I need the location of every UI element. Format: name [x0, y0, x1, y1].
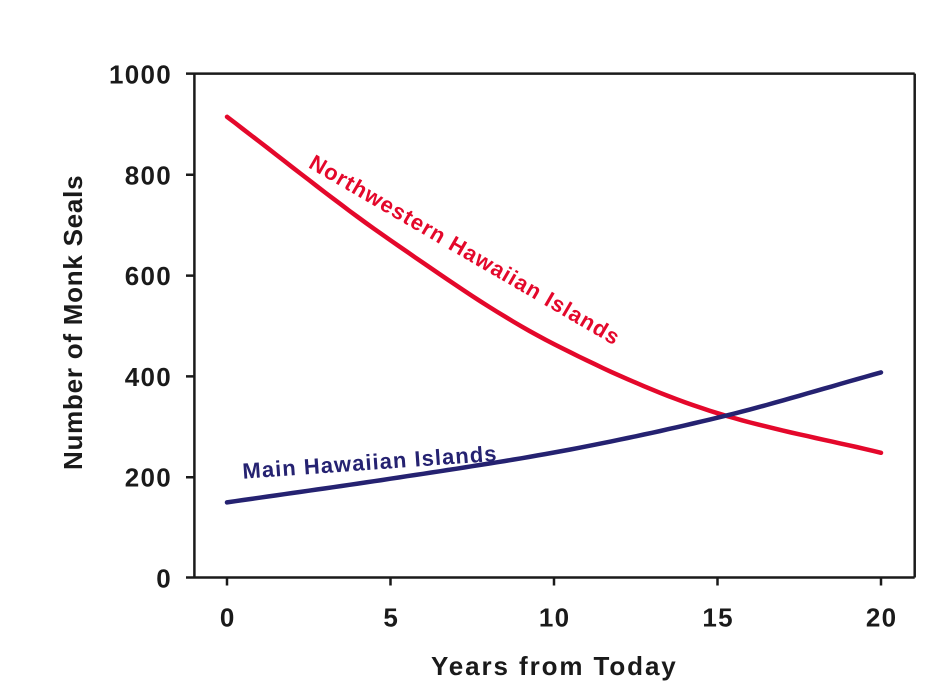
svg-text:0: 0 [156, 564, 172, 594]
svg-text:Years from Today: Years from Today [431, 651, 678, 681]
svg-text:Number of Monk Seals: Number of Monk Seals [58, 175, 88, 470]
svg-text:200: 200 [125, 463, 172, 493]
svg-text:600: 600 [125, 261, 172, 291]
svg-text:0: 0 [220, 603, 236, 633]
svg-text:400: 400 [125, 362, 172, 392]
svg-text:10: 10 [539, 603, 571, 633]
svg-text:5: 5 [383, 603, 399, 633]
svg-text:20: 20 [866, 603, 898, 633]
svg-text:1000: 1000 [109, 60, 172, 90]
svg-text:800: 800 [125, 160, 172, 190]
svg-text:15: 15 [702, 603, 734, 633]
